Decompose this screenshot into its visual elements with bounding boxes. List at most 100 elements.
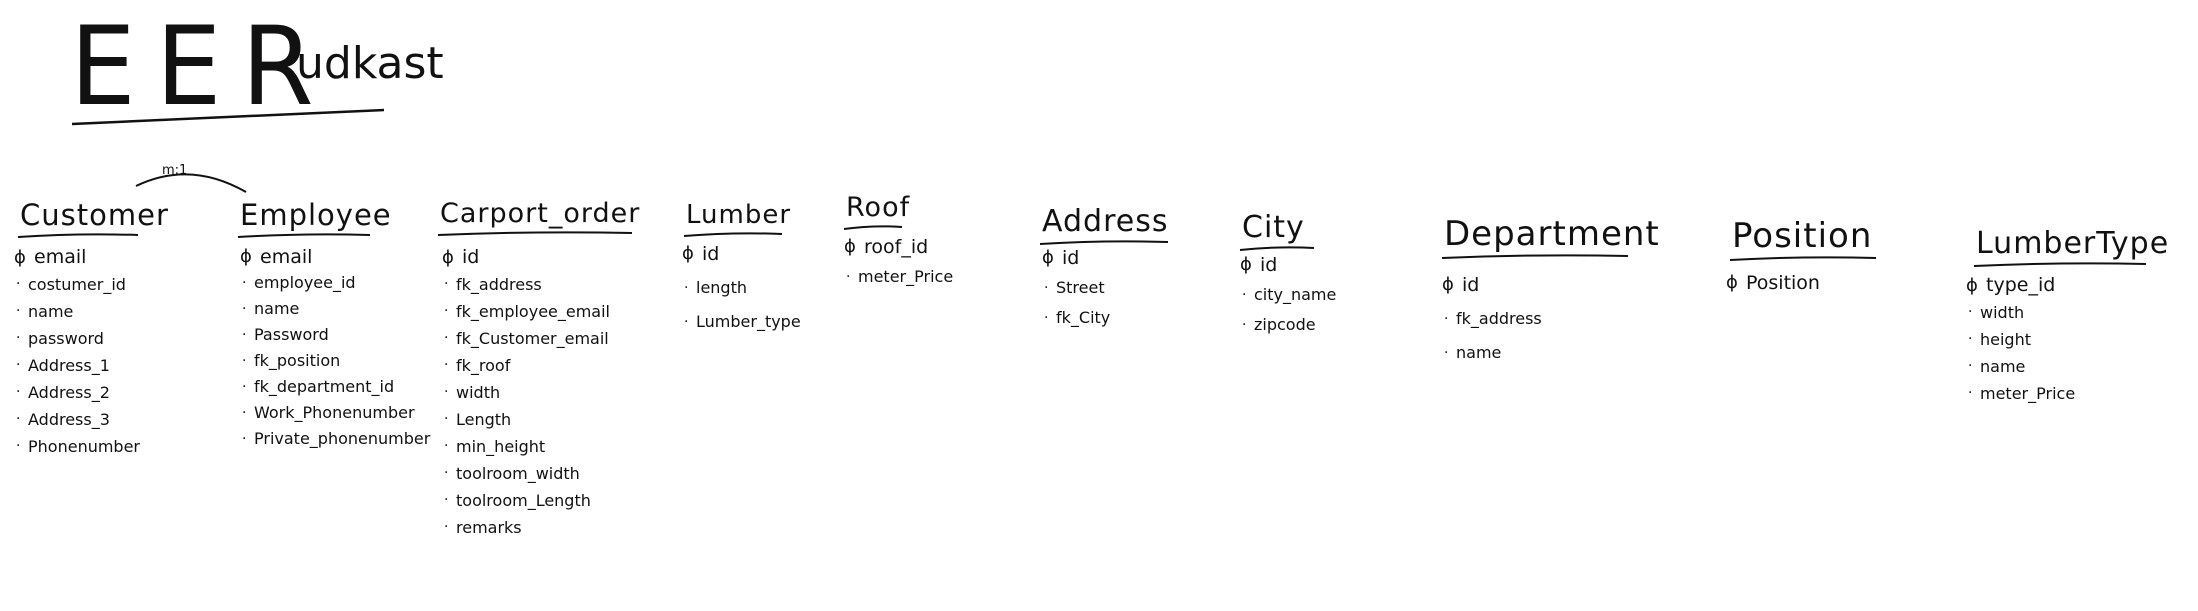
entity-name: Employee [240,198,392,232]
primary-key-attribute: ɸ id [442,244,610,271]
key-icon: ɸ [1240,254,1252,275]
bullet-icon: · [444,303,449,319]
attribute: · Length [444,406,610,433]
attribute: · Private_phonenumber [242,426,430,452]
attribute: · min_height [444,433,610,460]
attribute: · fk_address [1444,302,1542,336]
attribute-label: id [702,243,720,265]
entity-underline [1973,262,2147,267]
entity-name: Lumber [686,200,792,230]
bullet-icon: · [846,269,851,285]
bullet-icon: · [1968,304,1973,320]
attribute: · Phonenumber [16,433,140,460]
attribute-list: ɸ id · fk_address · fk_employee_email · fk_Cust… [442,244,610,541]
attribute-label: remarks [456,518,522,537]
attribute-list: ɸ id · length · Lumber_type [682,237,801,339]
entity-underline [1239,246,1315,251]
attribute-label: name [254,299,300,318]
attribute: · fk_Customer_email [444,325,610,352]
attribute-label: fk_Customer_email [456,329,609,348]
bullet-icon: · [444,276,449,292]
primary-key-attribute: ɸ roof_id [844,232,953,262]
attribute-label: id [1260,254,1278,276]
attribute-label: name [1456,343,1502,362]
attribute: · name [242,296,430,322]
bullet-icon: · [1044,310,1049,326]
attribute: · fk_roof [444,352,610,379]
attribute: · remarks [444,514,610,541]
attribute: · width [444,379,610,406]
attribute-label: height [1980,330,2031,349]
bullet-icon: · [444,411,449,427]
diagram-title: EER [70,2,334,131]
attribute: · employee_id [242,270,430,296]
attribute-label: fk_roof [456,356,511,375]
attribute: · toolroom_width [444,460,610,487]
entity-name: Roof [846,192,911,223]
attribute-label: id [1062,247,1080,269]
attribute-label: costumer_id [28,275,126,294]
attribute-label: Address_3 [28,410,110,429]
bullet-icon: · [1242,287,1247,303]
attribute-label: Lumber_type [696,312,801,331]
entity-underline [843,225,903,230]
attribute: · password [16,325,140,352]
bullet-icon: · [444,438,449,454]
attribute-list: ɸ roof_id · meter_Price [844,232,953,292]
entity-underline [1441,254,1629,259]
attribute: · name [16,298,140,325]
attribute-label: employee_id [254,273,356,292]
attribute: · fk_address [444,271,610,298]
attribute: · length [684,271,801,305]
entity-underline [683,232,783,237]
attribute-label: email [260,246,313,268]
attribute: · fk_employee_email [444,298,610,325]
attribute-label: name [1980,357,2026,376]
relationship-arc [135,173,247,193]
primary-key-attribute: ɸ type_id [1966,272,2075,299]
attribute-label: toolroom_width [456,464,580,483]
attribute-list: ɸ id · city_name · zipcode [1240,250,1337,340]
attribute: · meter_Price [1968,380,2075,407]
primary-key-attribute: ɸ id [1442,268,1542,302]
attribute-label: fk_position [254,351,341,370]
attribute: · meter_Price [846,262,953,292]
attribute-label: fk_address [456,275,542,294]
bullet-icon: · [242,327,247,343]
attribute-label: toolroom_Length [456,491,591,510]
bullet-icon: · [16,411,21,427]
attribute-label: id [1462,274,1480,296]
attribute: · Address_1 [16,352,140,379]
attribute: · Password [242,322,430,348]
attribute: · fk_department_id [242,374,430,400]
primary-key-attribute: ɸ id [1042,243,1110,273]
attribute-label: password [28,329,104,348]
attribute-label: Street [1056,278,1105,297]
bullet-icon: · [444,519,449,535]
bullet-icon: · [242,301,247,317]
primary-key-attribute: ɸ id [1240,250,1336,280]
attribute: · Work_Phonenumber [242,400,430,426]
bullet-icon: · [16,276,21,292]
attribute-label: Position [1746,272,1820,294]
attribute-list: ɸ id · fk_address · name [1442,268,1542,370]
bullet-icon: · [1968,385,1973,401]
bullet-icon: · [16,384,21,400]
attribute-label: Work_Phonenumber [254,403,415,422]
attribute: · Street [1044,273,1110,303]
attribute: · name [1968,353,2075,380]
attribute-label: city_name [1254,285,1337,304]
attribute-list: ɸ email · employee_id · name · Password · fk_posi… [240,244,430,452]
attribute: · fk_City [1044,303,1110,333]
attribute-label: fk_employee_email [456,302,610,321]
attribute-list: ɸ email · costumer_id · name · password · Address… [14,244,140,460]
key-icon: ɸ [844,236,856,257]
attribute: · costumer_id [16,271,140,298]
attribute: · Address_2 [16,379,140,406]
attribute-label: zipcode [1254,315,1316,334]
bullet-icon: · [1444,311,1449,327]
bullet-icon: · [444,357,449,373]
entity-name: Customer [20,198,169,232]
bullet-icon: · [1242,317,1247,333]
